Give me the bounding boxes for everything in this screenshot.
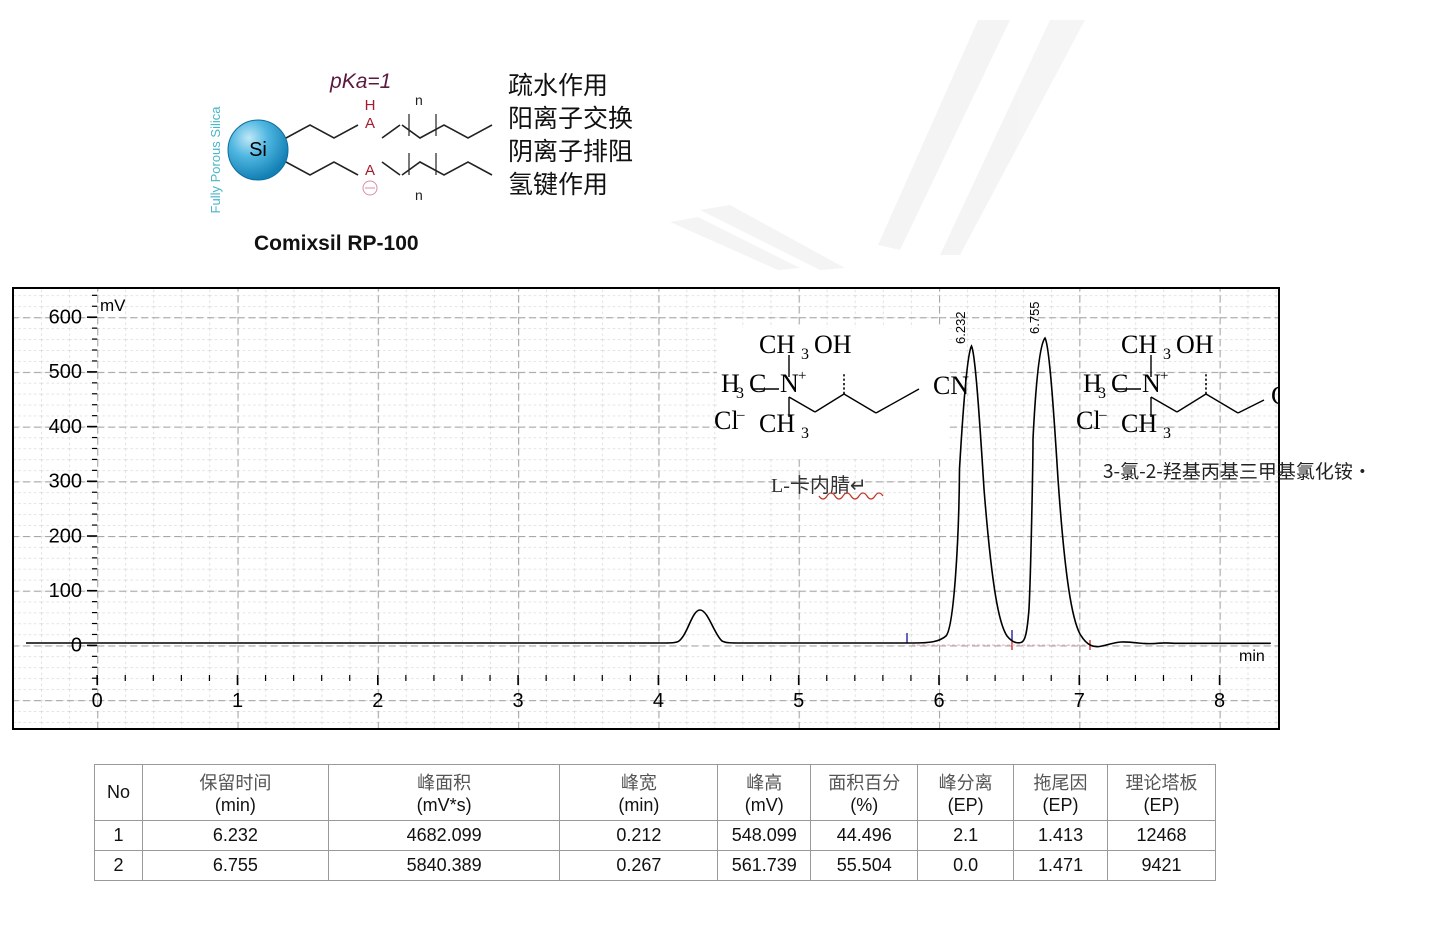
svg-text:6: 6 (933, 690, 944, 712)
svg-text:min: min (1239, 648, 1265, 665)
svg-text:100: 100 (49, 580, 82, 602)
svg-text:8: 8 (1214, 690, 1225, 712)
svg-text:C: C (1111, 369, 1128, 398)
svg-text:500: 500 (49, 361, 82, 383)
svg-text:3: 3 (801, 346, 809, 363)
svg-text:600: 600 (49, 307, 82, 329)
svg-text:N: N (780, 369, 799, 398)
svg-text:300: 300 (49, 471, 82, 493)
svg-text:7: 7 (1074, 690, 1085, 712)
svg-text:+: + (1160, 368, 1168, 384)
svg-text:CH: CH (759, 330, 795, 359)
svg-text:CH: CH (1121, 330, 1157, 359)
svg-text:–: – (736, 407, 745, 423)
svg-text:6.755: 6.755 (1027, 301, 1042, 334)
svg-text:3: 3 (736, 385, 744, 402)
svg-text:CH: CH (759, 409, 795, 438)
svg-text:6.232: 6.232 (953, 311, 968, 344)
svg-text:–: – (1098, 407, 1107, 423)
svg-text:3: 3 (1098, 385, 1106, 402)
svg-text:C: C (749, 369, 766, 398)
svg-text:3: 3 (1163, 425, 1171, 442)
svg-text:0: 0 (92, 690, 103, 712)
svg-text:Cl: Cl (1076, 406, 1101, 435)
svg-text:Cl: Cl (714, 406, 739, 435)
svg-text:A: A (365, 162, 375, 179)
svg-text:200: 200 (49, 525, 82, 547)
svg-text:2: 2 (372, 690, 383, 712)
svg-text:CH: CH (1121, 409, 1157, 438)
svg-text:A: A (365, 115, 375, 132)
svg-text:0: 0 (71, 635, 82, 657)
svg-text:400: 400 (49, 416, 82, 438)
svg-text:L-卡内腈↵: L-卡内腈↵ (771, 474, 867, 497)
svg-text:n: n (415, 187, 423, 203)
svg-text:Si: Si (249, 139, 267, 161)
svg-text:4: 4 (653, 690, 664, 712)
svg-text:3: 3 (801, 425, 809, 442)
svg-text:mV: mV (100, 296, 126, 315)
svg-text:OH: OH (814, 330, 852, 359)
svg-text:H: H (365, 97, 376, 114)
svg-text:+: + (798, 368, 806, 384)
svg-text:5: 5 (793, 690, 804, 712)
svg-text:3: 3 (1163, 346, 1171, 363)
svg-text:3: 3 (513, 690, 524, 712)
svg-text:Cl: Cl (1271, 381, 1280, 410)
svg-text:Fully Porous Silica: Fully Porous Silica (210, 106, 223, 214)
svg-text:N: N (1142, 369, 1161, 398)
svg-text:1: 1 (232, 690, 243, 712)
svg-text:OH: OH (1176, 330, 1214, 359)
svg-text:n: n (415, 92, 423, 108)
